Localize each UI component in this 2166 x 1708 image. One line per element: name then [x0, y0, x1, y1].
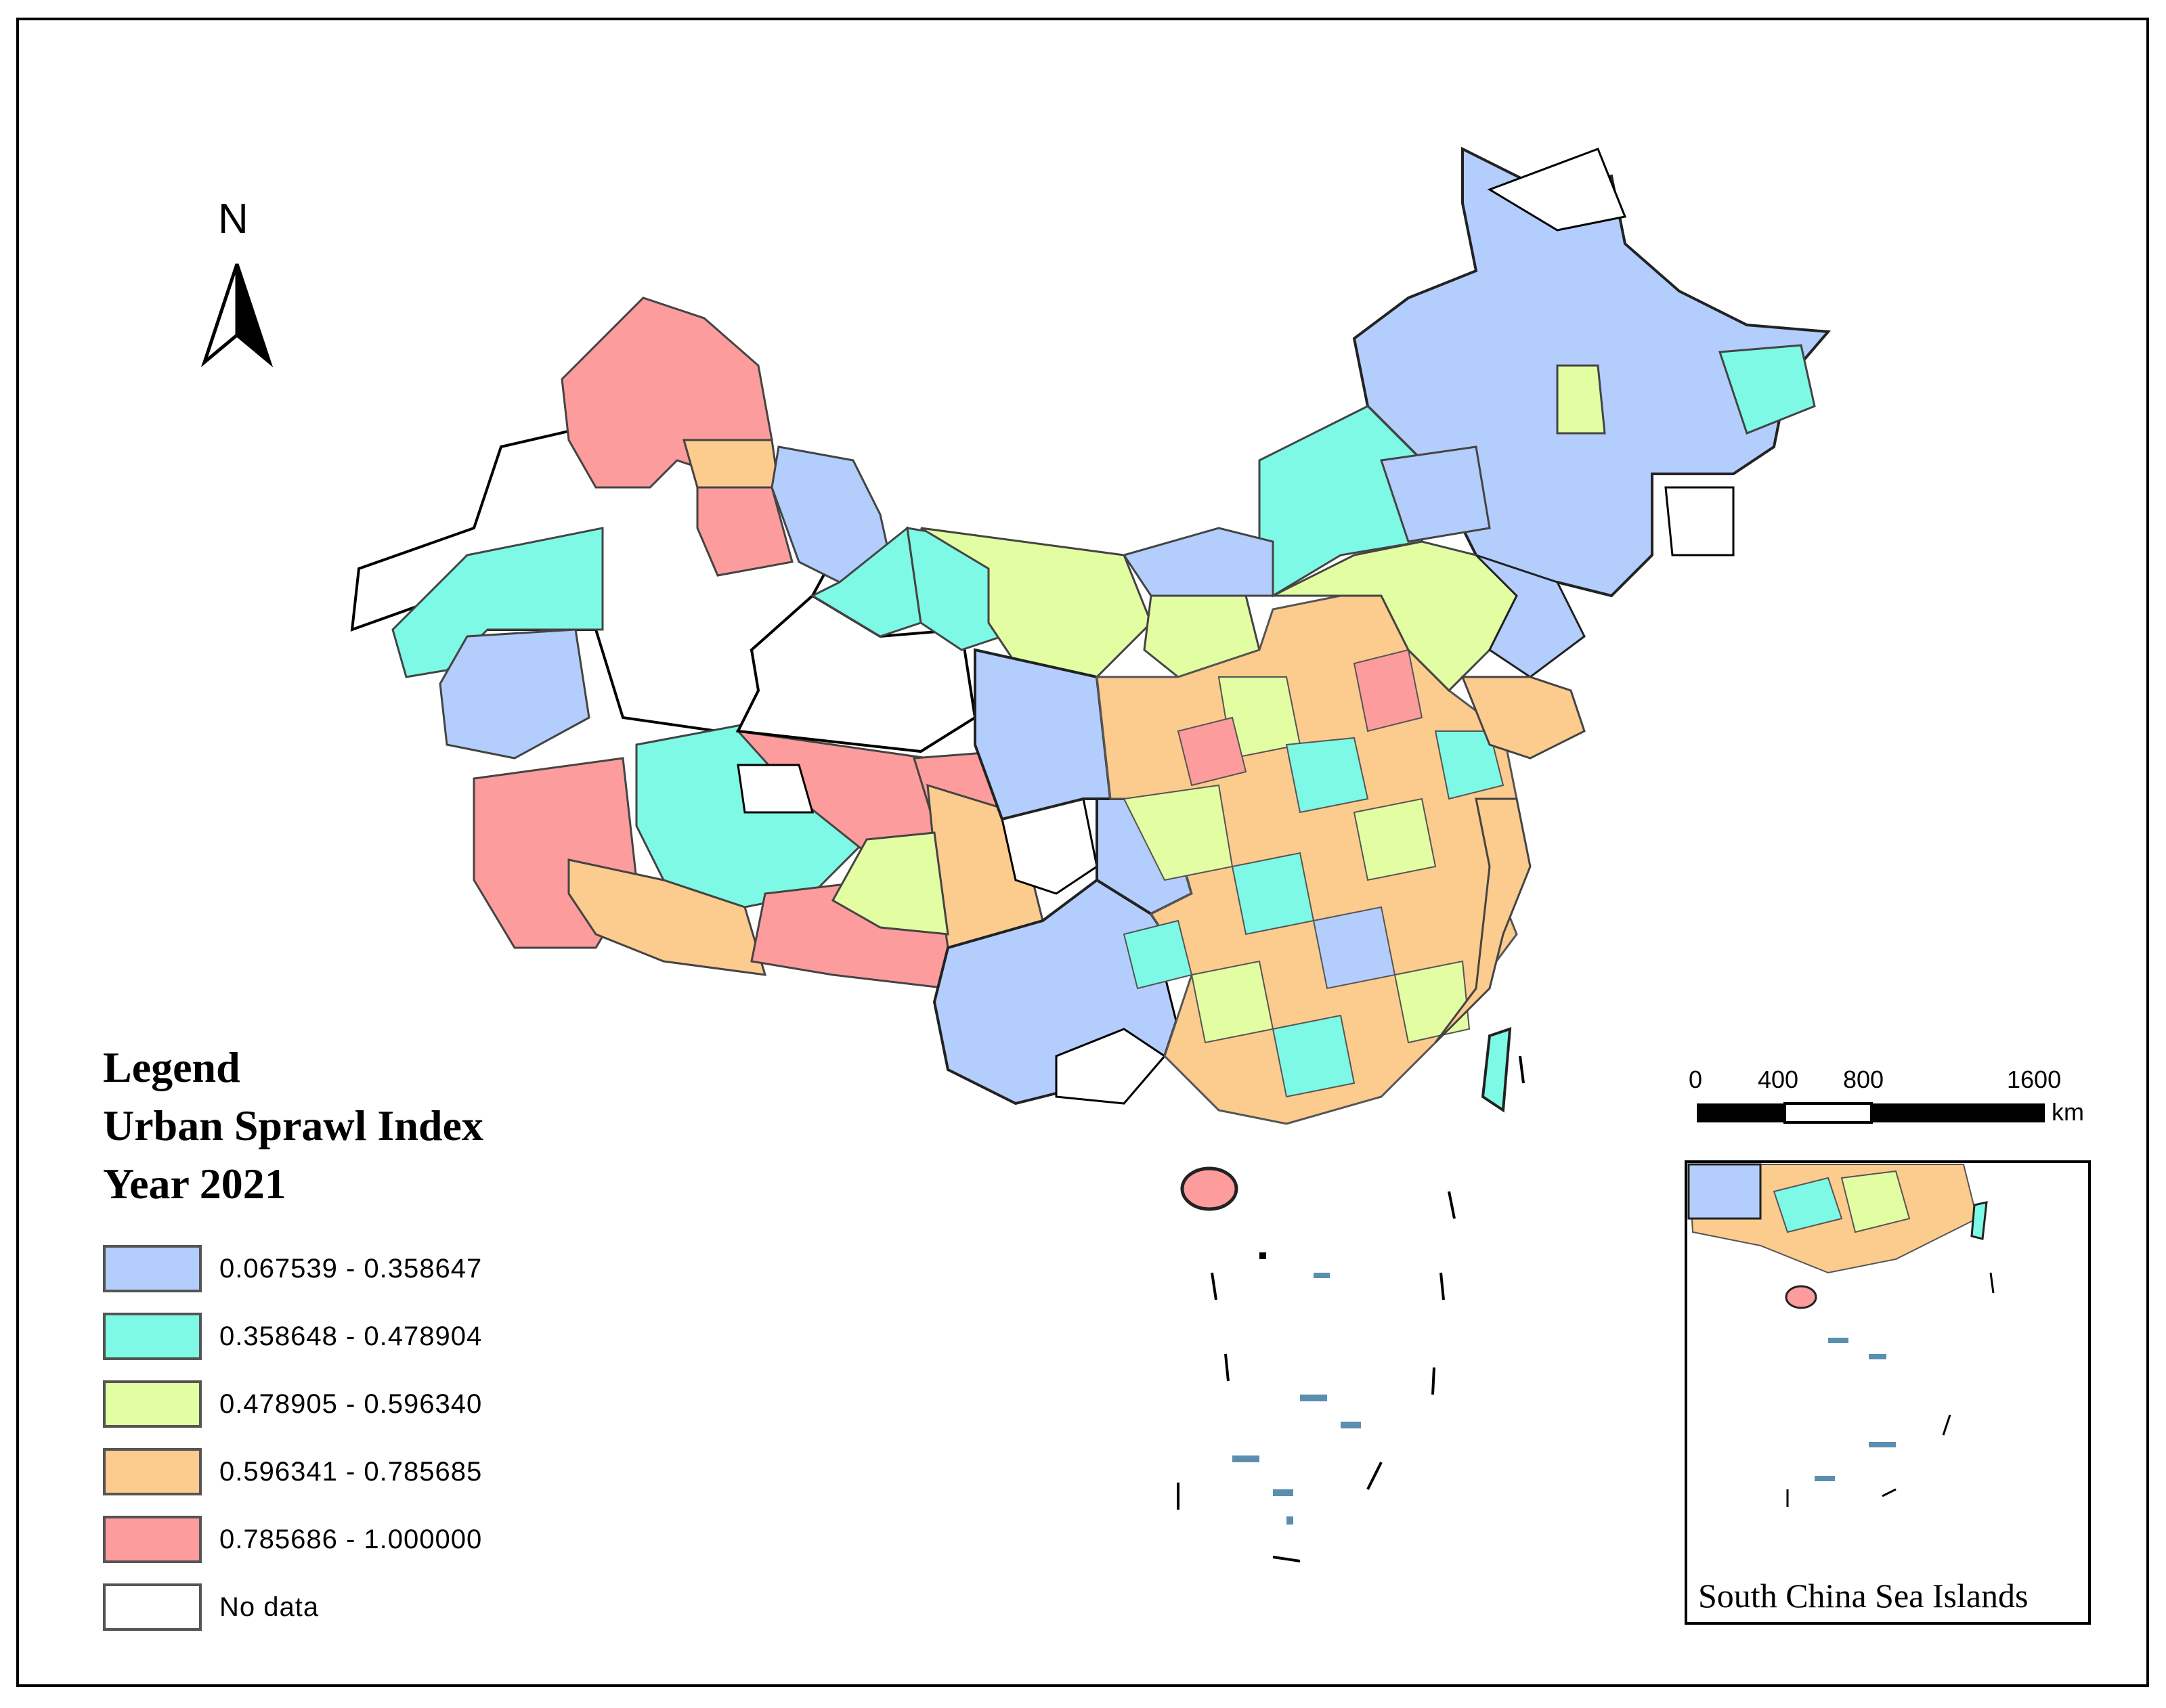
legend-title: Legend — [103, 1043, 240, 1091]
legend-item-label: 0.358648 - 0.478904 — [219, 1321, 483, 1351]
region-orange-tibet-south — [567, 858, 767, 976]
legend-year: Year 2021 — [103, 1160, 286, 1208]
legend-item: 0.358648 - 0.478904 — [103, 1311, 482, 1362]
legend-swatch — [103, 1245, 202, 1292]
legend-swatch — [103, 1313, 202, 1360]
legend-swatch — [103, 1583, 202, 1631]
legend-item-label: 0.785686 - 1.000000 — [219, 1524, 483, 1554]
map-frame — [16, 18, 2149, 1687]
legend-item: 0.067539 - 0.358647 — [103, 1243, 482, 1294]
region-yellow-inner-mongolia — [920, 527, 1261, 678]
scale-tick-label: 800 — [1843, 1066, 1884, 1093]
region-shandong — [1460, 676, 1586, 760]
inset-frame — [1685, 1160, 2091, 1625]
region-taiwan — [1481, 1027, 1512, 1113]
legend-subtitle: Urban Sprawl Index — [103, 1101, 483, 1149]
legend-item: No data — [103, 1581, 319, 1633]
scale-unit-label: km — [2052, 1098, 2084, 1126]
scale-bar — [1697, 1102, 2045, 1124]
legend-item: 0.596341 - 0.785685 — [103, 1446, 482, 1497]
inset-caption: South China Sea Islands — [1698, 1577, 2029, 1615]
south-sea-islands — [1232, 1252, 1361, 1525]
legend-swatch — [103, 1516, 202, 1563]
region-yellow-chamdo — [831, 831, 949, 936]
legend-swatch — [103, 1448, 202, 1495]
nine-dash-line — [1177, 1055, 1525, 1562]
legend-item: 0.785686 - 1.000000 — [103, 1514, 482, 1565]
region-red-north-xinjiang — [561, 297, 794, 577]
region-blue-sw-xinjiang — [439, 628, 590, 760]
scale-tick-label: 1600 — [2007, 1066, 2062, 1093]
region-north-china-mixed — [1272, 540, 1586, 693]
north-label: N — [218, 196, 248, 242]
region-hainan — [1180, 1166, 1238, 1211]
legend-item-label: No data — [219, 1592, 320, 1622]
legend-item-label: 0.067539 - 0.358647 — [219, 1253, 483, 1284]
legend-item-label: 0.478905 - 0.596340 — [219, 1388, 483, 1419]
scale-tick-label: 400 — [1758, 1066, 1799, 1093]
scale-tick-label: 0 — [1689, 1066, 1703, 1093]
legend-swatch — [103, 1380, 202, 1428]
region-cyan-inner-mongolia-north — [1122, 405, 1491, 598]
region-central-mosaic — [1096, 594, 1518, 1125]
region-east-coast — [1434, 797, 1532, 1044]
legend-item: 0.478905 - 0.596340 — [103, 1378, 482, 1430]
north-arrow-icon — [200, 263, 274, 368]
legend-item-label: 0.596341 - 0.785685 — [219, 1456, 483, 1487]
